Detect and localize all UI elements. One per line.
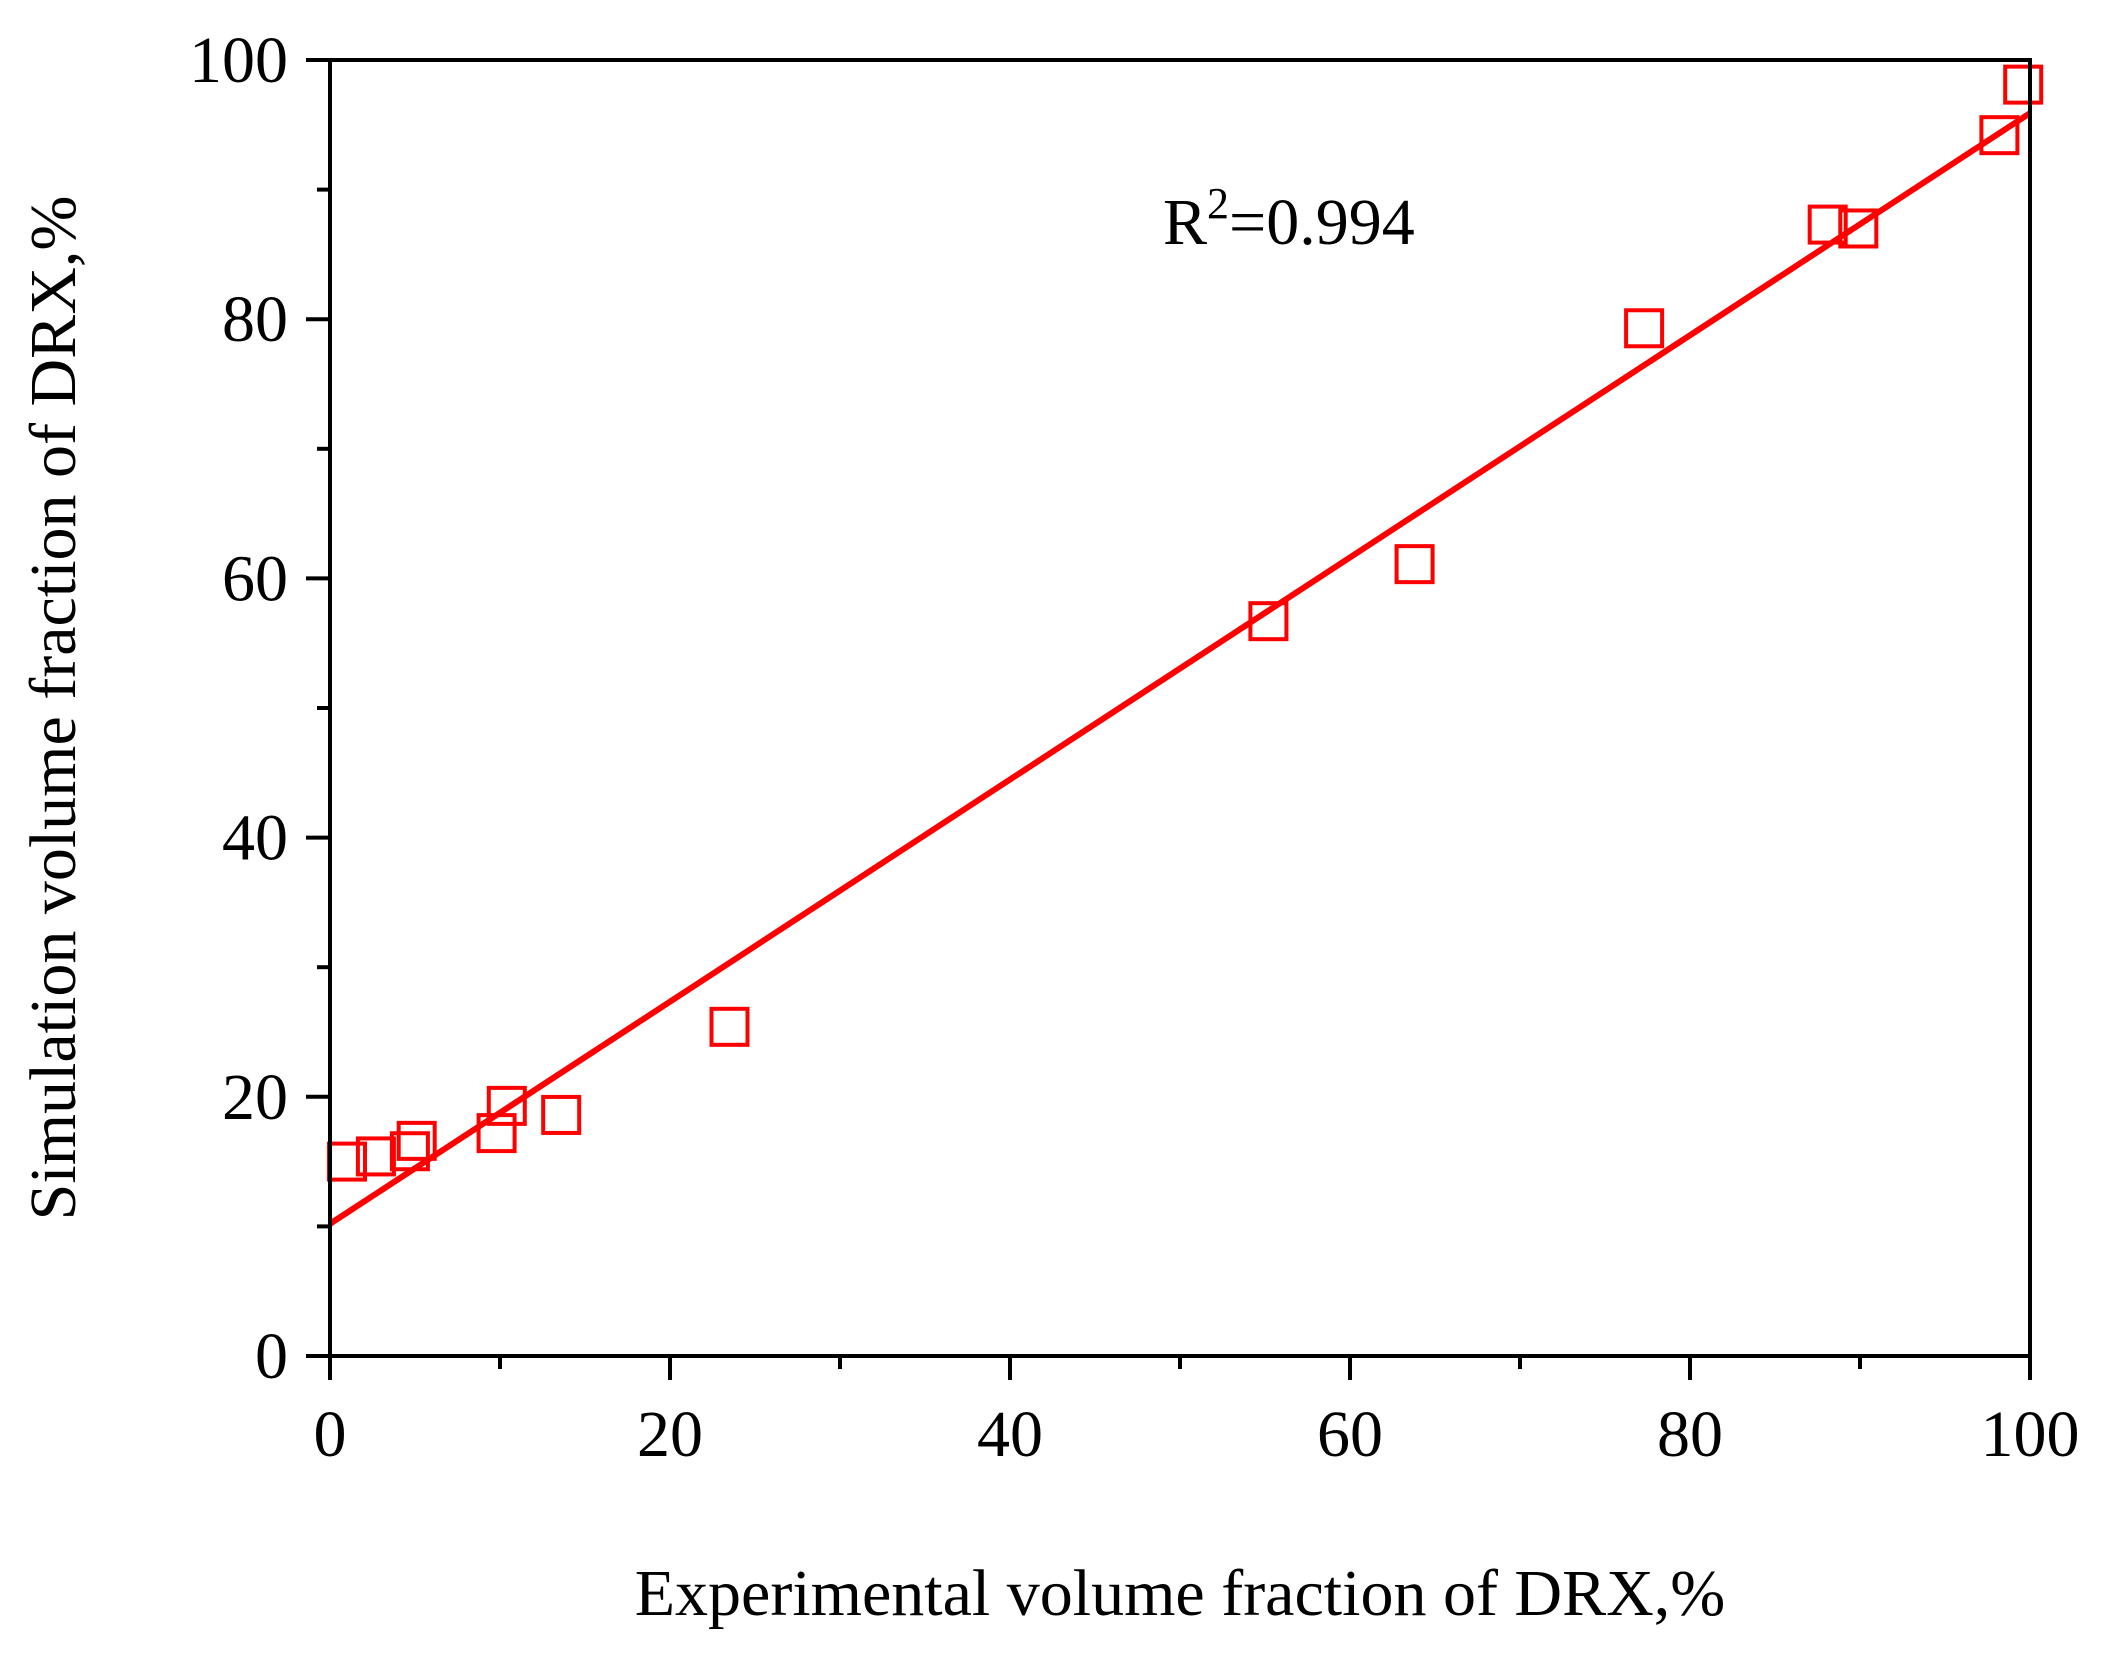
y-tick-label: 80 (222, 283, 288, 356)
x-tick-label: 60 (1317, 1398, 1383, 1471)
data-point-marker (2003, 64, 2044, 105)
r-squared-base: R (1163, 186, 1207, 259)
data-point-marker (1979, 115, 2020, 156)
y-tick-label: 20 (222, 1061, 288, 1134)
x-axis-ticks: 0 20 40 60 80 100 (314, 1356, 2080, 1471)
x-tick-label: 0 (314, 1398, 347, 1471)
data-points-layer (327, 64, 2044, 1182)
data-point-marker (476, 1113, 517, 1154)
data-point-marker (1248, 601, 1289, 642)
linear-fit-line (328, 110, 2032, 1227)
x-tick-label: 100 (1981, 1398, 2080, 1471)
data-point-marker (1807, 204, 1848, 245)
r-squared-annotation: R2=0.994 (1163, 179, 1415, 259)
x-tick-label: 20 (637, 1398, 703, 1471)
data-point-marker (486, 1085, 527, 1126)
x-tick-label: 40 (977, 1398, 1043, 1471)
data-point-marker (1394, 544, 1435, 585)
y-tick-label: 60 (222, 542, 288, 615)
y-axis-ticks: 0 20 40 60 80 100 (189, 24, 330, 1393)
y-tick-label: 0 (255, 1320, 288, 1393)
fit-line-layer (328, 110, 2032, 1227)
data-point-marker (1838, 208, 1879, 249)
x-tick-label: 80 (1657, 1398, 1723, 1471)
y-tick-label: 40 (222, 802, 288, 875)
data-point-marker (389, 1131, 430, 1172)
data-point-marker (709, 1006, 750, 1047)
x-axis-label: Experimental volume fraction of DRX,% (635, 1557, 1726, 1630)
data-point-marker (396, 1120, 437, 1161)
y-axis-label: Simulation volume fraction of DRX,% (17, 196, 90, 1221)
data-point-marker (1624, 308, 1665, 349)
r-squared-value: =0.994 (1229, 186, 1415, 259)
r-squared-superscript: 2 (1207, 179, 1229, 228)
data-point-marker (541, 1094, 582, 1135)
y-tick-label: 100 (189, 24, 288, 97)
